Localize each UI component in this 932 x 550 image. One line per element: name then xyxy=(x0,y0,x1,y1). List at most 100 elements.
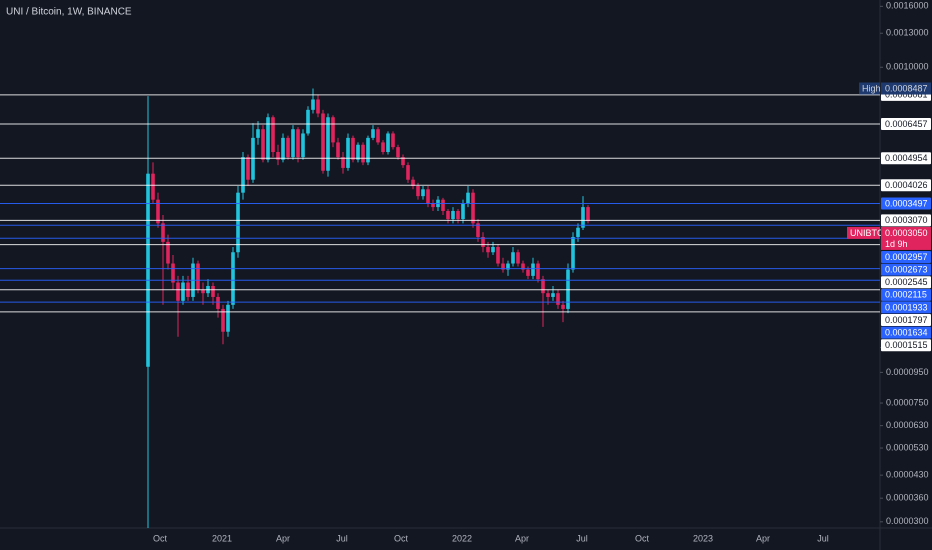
x-tick-label: Jul xyxy=(817,533,829,543)
y-tick-label: 0.0010000 xyxy=(886,62,929,72)
candle-body xyxy=(526,269,530,276)
level-label: 0.0001515 xyxy=(885,340,928,350)
candle-body xyxy=(216,296,220,309)
candle-body xyxy=(316,99,320,114)
candle-body xyxy=(431,203,435,208)
candle-body xyxy=(341,157,345,168)
candle-body xyxy=(146,173,150,367)
level-label-box xyxy=(881,197,931,210)
level-label: 0.0001797 xyxy=(885,315,928,325)
y-tick-label: 0.0000750 xyxy=(886,397,929,407)
level-label: 0.0002957 xyxy=(885,252,928,262)
candle-body xyxy=(451,210,455,220)
candle-body xyxy=(311,99,315,110)
candle-body xyxy=(426,189,430,204)
x-tick-label: Apr xyxy=(276,533,290,543)
x-tick-label: Jul xyxy=(336,533,348,543)
candle-body xyxy=(511,252,515,264)
candle-body xyxy=(176,282,180,301)
level-label: 0.0002545 xyxy=(885,277,928,287)
candle-body xyxy=(556,293,560,305)
y-tick-label: 0.0016000 xyxy=(886,1,929,11)
x-tick-label: Oct xyxy=(394,533,409,543)
candle-body xyxy=(201,289,205,294)
high-value: 0.0008487 xyxy=(885,83,928,93)
candle-body xyxy=(546,293,550,297)
candle-body xyxy=(331,117,335,143)
candle-body xyxy=(396,147,400,158)
candle-body xyxy=(151,173,155,200)
candle-body xyxy=(271,117,275,153)
candle-body xyxy=(171,263,175,283)
level-label-box xyxy=(881,339,931,352)
candle-body xyxy=(531,263,535,276)
candle-body xyxy=(521,263,525,270)
x-tick-label: Apr xyxy=(515,533,529,543)
candle-body xyxy=(561,304,565,309)
level-label-box xyxy=(881,214,931,227)
candle-body xyxy=(246,157,250,180)
candle-body xyxy=(476,223,480,237)
y-tick-label: 0.0013000 xyxy=(886,28,929,38)
candle-body xyxy=(481,236,485,247)
candle-body xyxy=(221,308,225,332)
level-label: 0.0003497 xyxy=(885,198,928,208)
level-label-box xyxy=(881,152,931,165)
candle-body xyxy=(371,129,375,138)
y-tick-label: 0.0000300 xyxy=(886,516,929,526)
candle-body xyxy=(461,203,465,220)
candle-body xyxy=(466,192,470,204)
level-label-box xyxy=(881,251,931,264)
y-tick-label: 0.0000950 xyxy=(886,367,929,377)
level-label-box xyxy=(881,276,931,289)
candle-body xyxy=(241,157,245,193)
candle-body xyxy=(536,263,540,280)
candle-body xyxy=(501,263,505,270)
candle-body xyxy=(321,113,325,171)
candle-body xyxy=(181,282,185,301)
last-price-box xyxy=(881,226,931,250)
level-label: 0.0003070 xyxy=(885,215,928,225)
candle-body xyxy=(446,210,450,220)
candle-body xyxy=(236,192,240,253)
candle-body xyxy=(471,192,475,224)
candle-body xyxy=(386,133,390,153)
candle-body xyxy=(291,129,295,158)
candle-body xyxy=(506,263,510,270)
last-symbol-box xyxy=(847,226,880,239)
level-label-box xyxy=(881,117,931,130)
candle-body xyxy=(566,269,570,309)
level-label: 0.0002115 xyxy=(885,290,927,300)
candle-body xyxy=(356,144,360,160)
candle-body xyxy=(391,133,395,148)
candle-body xyxy=(301,133,305,158)
candle-body xyxy=(211,285,215,297)
candle-body xyxy=(516,252,520,264)
last-symbol: UNIBTC xyxy=(850,228,884,238)
candle-body xyxy=(281,137,285,160)
candle-body xyxy=(571,236,575,270)
level-label-box xyxy=(881,301,931,314)
x-tick-label: Oct xyxy=(635,533,650,543)
candle-body xyxy=(161,223,165,242)
level-label-box xyxy=(881,326,931,339)
x-tick-label: Oct xyxy=(153,533,168,543)
candle-body xyxy=(231,252,235,305)
x-tick-label: 2023 xyxy=(693,533,713,543)
candle-body xyxy=(366,137,370,163)
candle-body xyxy=(256,129,260,138)
high-name-box xyxy=(859,82,880,95)
x-tick-label: Apr xyxy=(756,533,770,543)
candle-body xyxy=(266,117,270,160)
candle-body xyxy=(376,129,380,143)
candle-body xyxy=(361,144,365,163)
candle-body xyxy=(551,293,555,297)
candle-body xyxy=(456,210,460,220)
candle-body xyxy=(156,199,160,224)
y-tick-label: 0.0000530 xyxy=(886,442,929,452)
level-label-box xyxy=(881,314,931,327)
level-label: 0.0004954 xyxy=(885,153,928,163)
candle-body xyxy=(381,142,385,153)
